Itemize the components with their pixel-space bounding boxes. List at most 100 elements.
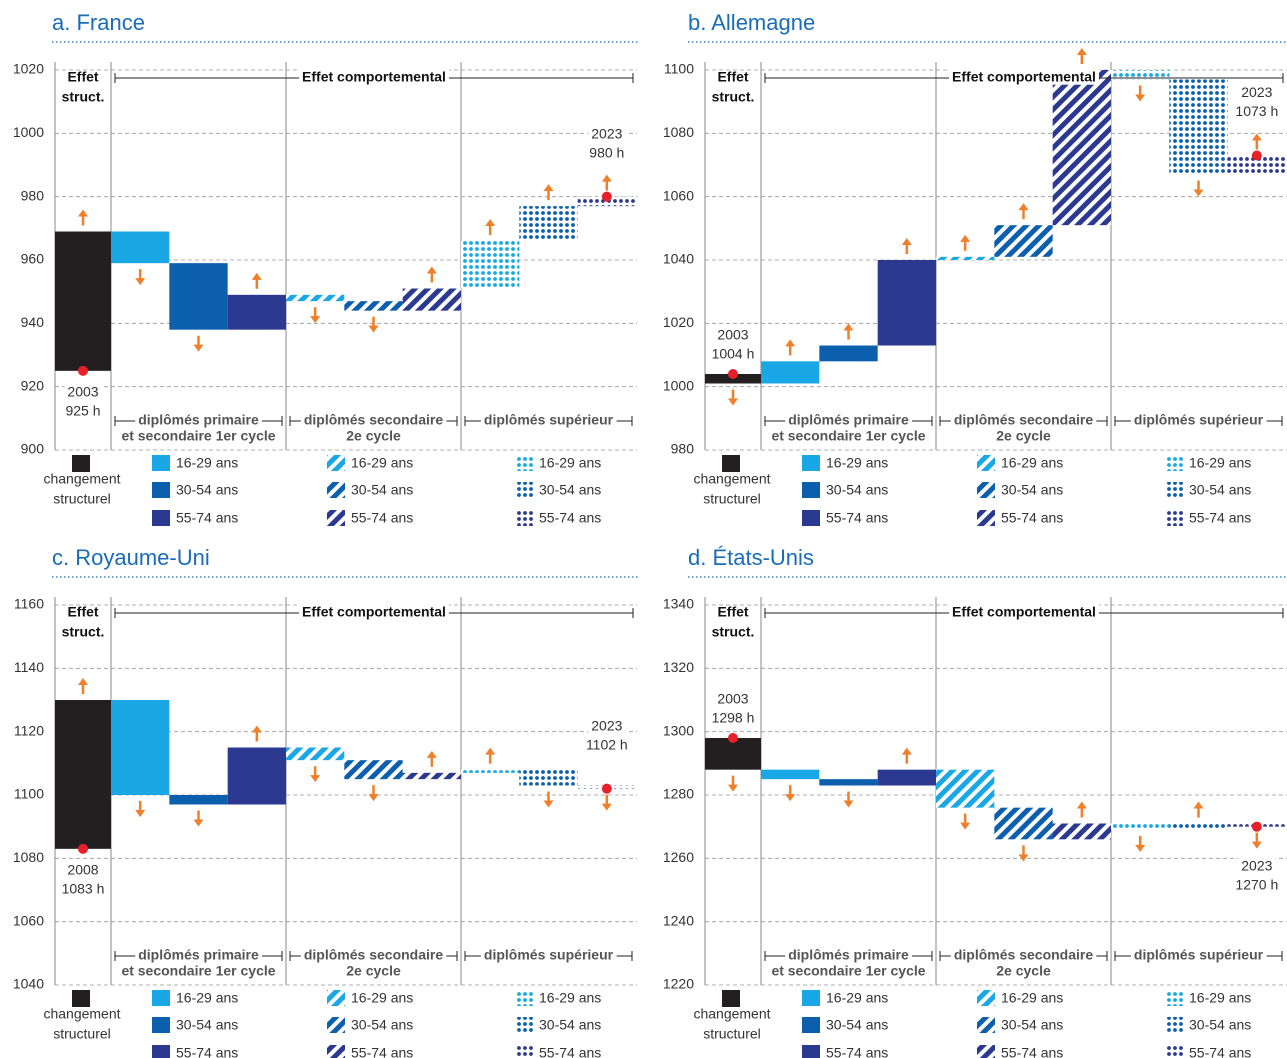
legend-label: changement (43, 1006, 120, 1022)
arrow-head (843, 323, 854, 331)
behavioral-header: Effet comportemental (302, 69, 446, 85)
group-label: diplômés primaire (138, 947, 259, 963)
legend-swatch (515, 455, 533, 471)
legend-swatch (977, 455, 995, 471)
y-tick-label: 1340 (663, 596, 694, 612)
structural-header: Effet (717, 604, 748, 620)
y-tick-label: 1140 (14, 659, 44, 675)
bar (1052, 823, 1111, 840)
y-tick-label: 1260 (663, 849, 694, 865)
legend-swatch (515, 990, 533, 1006)
legend-swatch (977, 1017, 995, 1033)
group-label: diplômés secondaire (304, 947, 443, 963)
end-year: 2023 (591, 125, 622, 141)
legend-label: 30-54 ans (1001, 482, 1063, 498)
panel-title: d. États-Unis (688, 545, 814, 570)
legend-label: 30-54 ans (539, 1017, 601, 1033)
end-label: 1102 h (586, 736, 628, 752)
arrow-head (193, 344, 204, 352)
bar (344, 760, 403, 780)
legend-swatch (1165, 482, 1183, 498)
legend-label: 16-29 ans (539, 455, 601, 471)
legend-label: 30-54 ans (1189, 1017, 1251, 1033)
bar (936, 769, 995, 808)
y-tick-label: 980 (21, 187, 45, 203)
legend-swatch (722, 990, 740, 1007)
structural-header: struct. (62, 89, 105, 105)
bar (819, 779, 878, 786)
arrow-head (785, 794, 796, 802)
legend-swatch (72, 990, 90, 1007)
y-tick-label: 1320 (663, 659, 694, 675)
bar (55, 700, 111, 849)
end-point (1251, 150, 1262, 161)
group-label: diplômés supérieur (484, 947, 614, 963)
legend-swatch (1165, 510, 1183, 526)
legend-label: changement (43, 471, 120, 487)
legend-label: 55-74 ans (1001, 510, 1063, 526)
legend-swatch (152, 455, 170, 471)
group-label: et secondaire 1er cycle (121, 963, 275, 979)
legend-label: 30-54 ans (351, 482, 413, 498)
arrow-head (485, 747, 496, 755)
arrow-head (78, 209, 88, 217)
arrow-head (901, 238, 912, 245)
start-point (78, 365, 88, 376)
bar (1169, 79, 1228, 175)
arrow-head (193, 819, 204, 827)
legend-swatch (802, 1045, 820, 1058)
legend-swatch (802, 455, 820, 471)
legend-label: changement (693, 471, 770, 487)
y-tick-label: 960 (21, 251, 45, 267)
legend-swatch (1165, 1017, 1183, 1033)
legend-swatch (1165, 990, 1183, 1006)
y-tick-label: 1300 (663, 722, 694, 738)
end-label: 980 h (589, 144, 624, 160)
y-tick-label: 1020 (663, 314, 694, 330)
arrow-head (901, 747, 912, 755)
bar (1052, 70, 1111, 226)
bar (402, 772, 461, 780)
bar (519, 769, 578, 786)
start-year: 2003 (67, 384, 98, 400)
arrow-head (1135, 844, 1146, 852)
legend-swatch (515, 1045, 533, 1058)
legend-label: 16-29 ans (1189, 455, 1251, 471)
bar (1111, 70, 1170, 80)
legend-swatch (327, 482, 345, 498)
y-tick-label: 1160 (14, 596, 44, 612)
group-label: diplômés secondaire (954, 947, 1093, 963)
arrow-head (135, 278, 146, 286)
legend-label: 30-54 ans (351, 1017, 413, 1033)
legend-label: structurel (703, 1026, 761, 1042)
bar (461, 769, 520, 773)
legend-swatch (977, 482, 995, 498)
structural-header: Effet (717, 69, 748, 85)
legend-label: 16-29 ans (351, 990, 413, 1006)
legend-swatch (977, 990, 995, 1006)
legend-label: 55-74 ans (351, 1045, 413, 1058)
bar (1169, 823, 1228, 830)
y-tick-label: 920 (21, 377, 45, 393)
bar (169, 795, 228, 805)
arrow-head (1193, 801, 1204, 809)
start-year: 2003 (717, 691, 748, 707)
arrow-head (728, 398, 738, 406)
group-label: diplômés primaire (138, 412, 259, 428)
group-label: diplômés primaire (788, 947, 909, 963)
group-label: et secondaire 1er cycle (121, 428, 275, 444)
legend-label: 55-74 ans (1189, 1045, 1251, 1058)
arrow-head (843, 800, 854, 808)
legend-label: 30-54 ans (826, 1017, 888, 1033)
legend-swatch (152, 510, 170, 526)
legend-label: 16-29 ans (539, 990, 601, 1006)
arrow-head (601, 803, 612, 811)
start-label: 1004 h (712, 346, 755, 362)
arrow-head (368, 325, 379, 333)
structural-header: Effet (67, 604, 98, 620)
legend-swatch (977, 1045, 995, 1058)
panel: c. Royaume-Uni 1040 1060 1080 1100 1120 1140 11… (13, 545, 640, 1058)
y-tick-label: 1000 (663, 377, 694, 393)
y-tick-label: 1040 (13, 976, 44, 992)
